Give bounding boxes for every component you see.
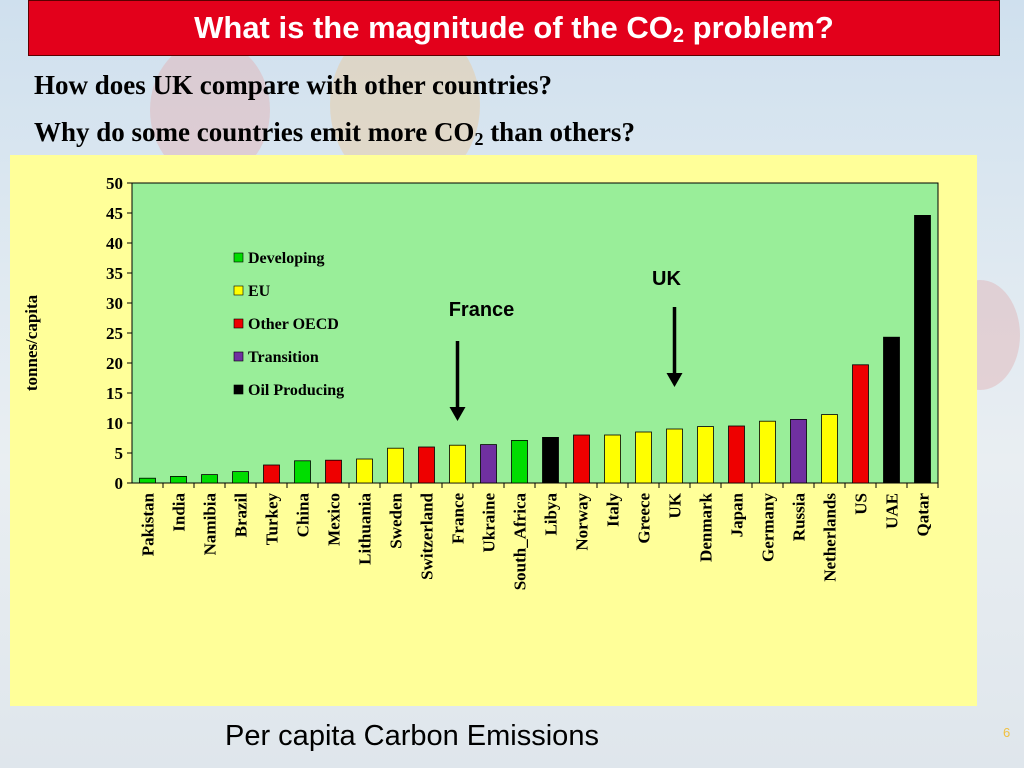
bar-mexico (325, 459, 342, 484)
bar-qatar (914, 215, 931, 484)
y-tick-label: 20 (106, 354, 123, 373)
legend-label: EU (248, 283, 271, 300)
y-axis-label: tonnes/capita (22, 294, 41, 391)
bar-russia (790, 418, 807, 484)
x-tick-label: Italy (604, 493, 623, 528)
bar-switzerland (418, 446, 435, 484)
x-tick-label: UK (666, 492, 685, 518)
question-two-text: Why do some countries emit more CO (34, 117, 475, 147)
x-tick-label: Netherlands (821, 493, 840, 582)
bar-us (852, 364, 869, 484)
bar-ukraine (480, 444, 497, 484)
bar-south_africa (511, 439, 528, 484)
x-tick-label: US (852, 493, 871, 515)
x-tick-label: Germany (759, 493, 778, 562)
chart-panel: 0 5 10 15 20 25 30 35 40 45 50 tonnes/capita Pakista… (10, 155, 977, 706)
annotation-arrow-head (449, 407, 466, 421)
bar-chart: 0 5 10 15 20 25 30 35 40 45 50 tonnes/capita Pakista… (22, 174, 939, 591)
plot-area (131, 182, 939, 484)
legend-swatch (233, 351, 244, 362)
slide-title-text: What is the magnitude of the CO (194, 10, 673, 45)
y-tick-label: 5 (115, 444, 124, 463)
bar-france (449, 444, 466, 484)
bar-norway (573, 434, 590, 484)
question-two-subscript: 2 (474, 129, 484, 149)
x-tick-label: South_Africa (511, 493, 530, 591)
x-tick-label: Pakistan (139, 492, 158, 556)
bar-libya (542, 436, 559, 484)
bar-pakistan (139, 477, 156, 484)
y-tick-label: 45 (106, 204, 123, 223)
bar-japan (728, 425, 745, 484)
bar-lithuania (356, 458, 373, 484)
x-tick-label: India (170, 493, 189, 532)
question-two: Why do some countries emit more CO2 than… (34, 117, 635, 148)
bar-uae (883, 336, 900, 484)
x-tick-label: Japan (728, 492, 747, 537)
annotation-arrow-head (666, 373, 683, 387)
x-tick-label: Sweden (387, 492, 406, 548)
slide-title-end: problem? (684, 10, 834, 45)
question-one: How does UK compare with other countries… (34, 70, 552, 100)
y-tick-label: 25 (106, 324, 123, 343)
x-tick-label: Russia (790, 493, 809, 542)
chart-caption: Per capita Carbon Emissions (225, 720, 599, 752)
bar-turkey (263, 464, 280, 484)
legend-label: Other OECD (248, 316, 339, 333)
legend-swatch (233, 285, 244, 296)
x-tick-label: Switzerland (418, 492, 437, 579)
bar-namibia (201, 474, 218, 484)
question-two-end: than others? (483, 117, 635, 147)
bar-greece (635, 431, 652, 484)
legend-swatch (233, 252, 244, 263)
bar-italy (604, 434, 621, 484)
bar-brazil (232, 471, 249, 484)
legend-swatch (233, 384, 244, 395)
x-tick-label: Turkey (263, 493, 282, 546)
y-tick-label: 30 (106, 294, 123, 313)
x-tick-label: Namibia (201, 493, 220, 556)
y-tick-label: 0 (115, 474, 124, 493)
legend-label: Transition (248, 349, 319, 366)
x-tick-label: China (294, 493, 313, 538)
bar-denmark (697, 426, 714, 484)
legend-label: Developing (248, 250, 324, 267)
bar-germany (759, 420, 776, 484)
x-tick-label: France (449, 493, 468, 544)
x-tick-label: Norway (573, 493, 592, 551)
annotation-uk: UK (652, 268, 681, 290)
x-tick-label: Libya (542, 493, 561, 536)
y-tick-label: 35 (106, 264, 123, 283)
annotation-france: France (449, 299, 515, 321)
x-tick-label: Lithuania (356, 493, 375, 565)
x-tick-label: Ukraine (480, 493, 499, 553)
x-tick-label: Brazil (232, 493, 251, 538)
bar-uk (666, 428, 683, 484)
slide-title: What is the magnitude of the CO2 problem… (28, 0, 1000, 56)
x-tick-label: Qatar (914, 493, 933, 537)
legend-label: Oil Producing (248, 382, 344, 399)
y-tick-label: 50 (106, 174, 123, 193)
slide-title-subscript: 2 (672, 25, 685, 47)
y-tick-label: 40 (106, 234, 123, 253)
x-tick-label: Mexico (325, 493, 344, 546)
x-tick-label: Greece (635, 493, 654, 544)
y-tick-label: 10 (106, 414, 123, 433)
page-number: 6 (1003, 725, 1011, 740)
bar-sweden (387, 447, 404, 484)
x-tick-label: Denmark (697, 492, 716, 561)
bar-india (170, 475, 187, 484)
bar-netherlands (821, 414, 838, 484)
x-tick-label: UAE (883, 493, 902, 529)
legend-swatch (233, 318, 244, 329)
bar-china (294, 460, 311, 484)
y-tick-label: 15 (106, 384, 123, 403)
